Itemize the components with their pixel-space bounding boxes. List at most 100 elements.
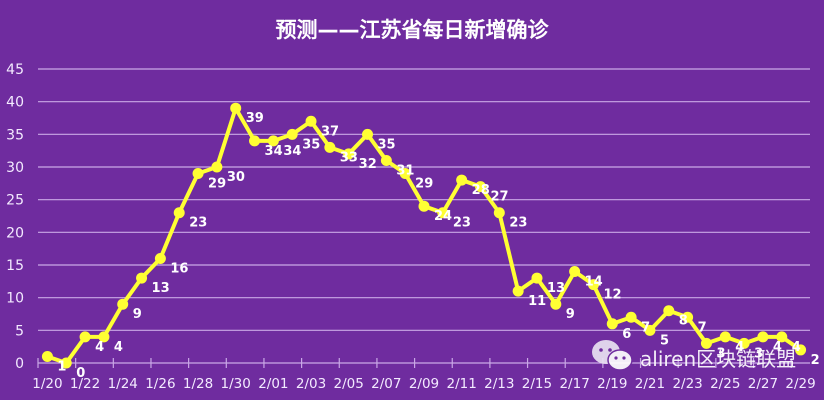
data-label: 37 [321,124,339,139]
chart-title: 预测——江苏省每日新增确诊 [275,18,549,42]
x-tick-label: 2/29 [785,376,815,392]
y-tick-label: 30 [6,160,24,176]
x-tick-label: 2/17 [559,376,589,392]
data-point [757,331,769,343]
data-point [456,174,468,186]
x-tick-label: 2/27 [748,376,778,392]
x-axis: 1/20 1/22 1/24 1/26 1/28 1/30 2/01 2/03 2/05 2/07… [32,358,816,392]
y-tick-label: 20 [6,225,24,241]
data-label: 12 [603,288,621,303]
x-tick-label: 2/23 [672,376,702,392]
x-tick-label: 2/25 [710,376,740,392]
data-point [418,200,430,212]
data-label: 5 [660,333,669,348]
data-label: 4 [114,340,123,355]
data-label: 2 [811,353,820,368]
data-label: 29 [208,177,226,192]
data-label: 4 [773,340,782,355]
data-label: 8 [679,314,688,329]
y-tick-label: 5 [15,323,24,339]
data-point [738,337,750,349]
y-tick-label: 40 [6,95,24,111]
data-label: 23 [453,216,471,231]
watermark: aliren区块链联盟 [590,338,796,377]
data-point [512,285,524,297]
data-point [644,324,656,336]
data-label: 35 [378,137,396,152]
data-label: 34 [265,144,283,159]
data-point [41,350,53,362]
x-tick-label: 2/21 [635,376,665,392]
data-point [795,344,807,356]
watermark-text: aliren区块链联盟 [640,347,797,371]
data-label: 32 [359,157,377,172]
data-label: 4 [735,340,744,355]
data-point [380,154,392,166]
data-point [343,148,355,160]
x-tick-label: 2/01 [258,376,288,392]
data-point [249,135,261,147]
x-tick-label: 2/15 [522,376,552,392]
gridlines [38,68,810,364]
x-tick-label: 2/03 [296,376,326,392]
data-label: 9 [566,307,575,322]
data-label: 24 [434,209,452,224]
data-point [437,207,449,219]
data-point [682,311,694,323]
data-point [550,298,562,310]
data-point [663,305,675,317]
data-label: 31 [396,163,414,178]
data-point [531,272,543,284]
data-label: 4 [792,340,801,355]
data-point [230,102,242,114]
data-series [41,102,807,369]
data-point [719,331,731,343]
data-point [286,128,298,140]
data-label: 34 [283,144,301,159]
data-label: 7 [698,320,707,335]
x-tick-label: 2/19 [597,376,627,392]
data-label: 27 [490,190,508,205]
x-tick-label: 1/26 [145,376,175,392]
data-label: 13 [152,281,170,296]
data-point [474,181,486,193]
data-label: 33 [340,150,358,165]
data-point [587,279,599,291]
data-label: 13 [547,281,565,296]
x-tick-label: 1/30 [221,376,251,392]
data-label: 3 [716,346,725,361]
y-tick-label: 45 [6,62,24,78]
x-tick-label: 2/11 [446,376,476,392]
data-label: 29 [415,177,433,192]
data-point [399,168,411,180]
data-point [117,298,129,310]
data-point [776,331,788,343]
data-point [211,161,223,173]
y-tick-label: 15 [6,258,24,274]
data-point [192,168,204,180]
data-label: 7 [641,320,650,335]
x-tick-label: 1/22 [70,376,100,392]
data-label: 3 [754,346,763,361]
data-label: 28 [472,183,490,198]
wechat-icon [590,338,636,377]
data-point [362,128,374,140]
data-point [606,318,618,330]
y-axis: 0 5 10 15 20 25 30 35 40 45 [6,62,24,372]
data-point [136,272,148,284]
y-tick-label: 10 [6,291,24,307]
data-point [569,266,581,278]
data-label: 4 [95,340,104,355]
x-tick-label: 2/07 [371,376,401,392]
data-point [493,207,505,219]
x-tick-label: 1/24 [108,376,138,392]
data-label: 23 [509,216,527,231]
data-point [267,135,279,147]
x-tick-label: 2/09 [409,376,439,392]
x-tick-label: 1/28 [183,376,213,392]
x-tick-label: 1/20 [32,376,62,392]
data-label: 9 [133,307,142,322]
data-label: 14 [585,275,603,290]
